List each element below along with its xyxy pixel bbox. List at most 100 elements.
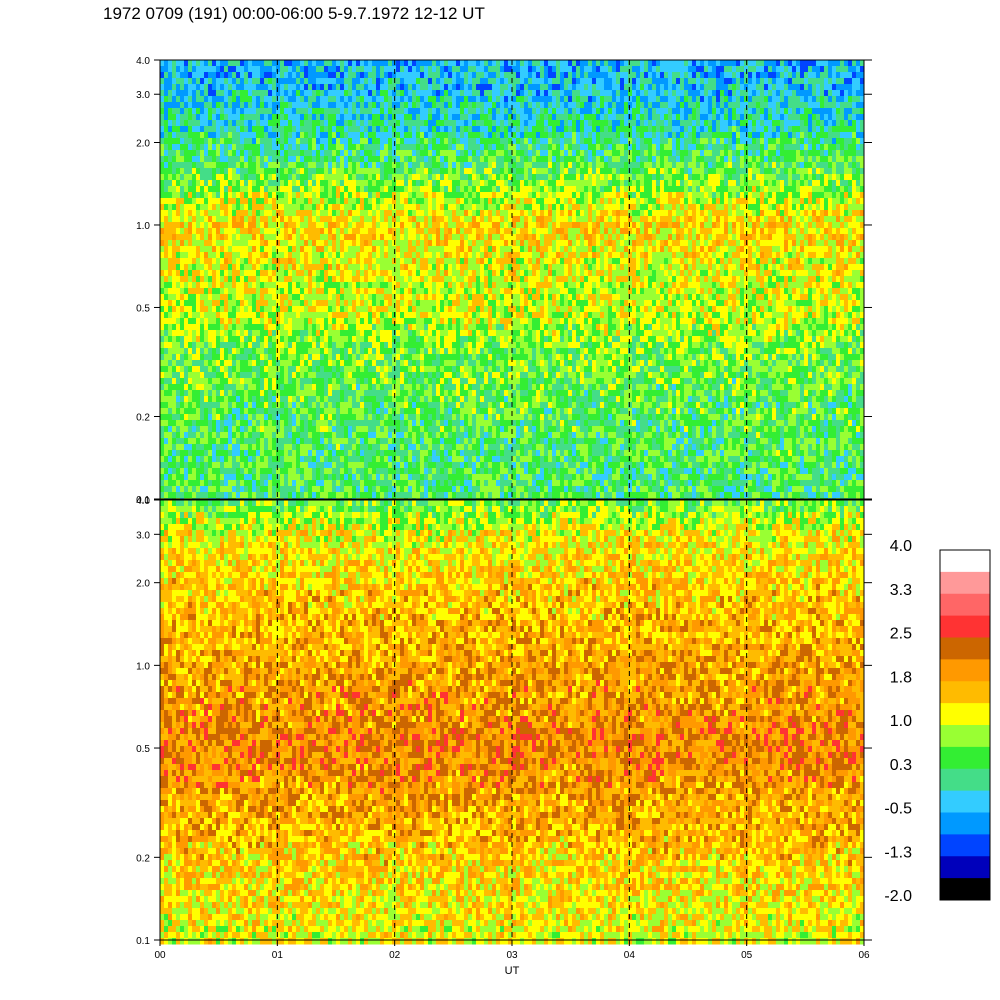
heatmap-cell: [716, 78, 721, 85]
heatmap-cell: [224, 138, 229, 145]
heatmap-cell: [208, 228, 213, 235]
heatmap-cell: [592, 66, 597, 73]
heatmap-cell: [228, 192, 233, 199]
heatmap-cell: [856, 84, 861, 91]
heatmap-cell: [300, 96, 305, 103]
heatmap-cell: [724, 114, 729, 121]
heatmap-cell: [676, 156, 681, 163]
heatmap-cell: [720, 66, 725, 73]
heatmap-cell: [208, 66, 213, 73]
heatmap-cell: [396, 78, 401, 85]
heatmap-cell: [332, 114, 337, 121]
heatmap-cell: [216, 126, 221, 133]
heatmap-cell: [440, 186, 445, 193]
heatmap-cell: [332, 156, 337, 163]
heatmap-cell: [176, 132, 181, 139]
heatmap-cell: [332, 138, 337, 145]
heatmap-cell: [588, 90, 593, 97]
heatmap-cell: [676, 216, 681, 223]
heatmap-cell: [380, 120, 385, 127]
heatmap-cell: [284, 162, 289, 169]
heatmap-cell: [280, 180, 285, 187]
heatmap-cell: [688, 144, 693, 151]
heatmap-cell: [496, 156, 501, 163]
heatmap-cell: [692, 186, 697, 193]
heatmap-cell: [692, 216, 697, 223]
heatmap-cell: [644, 210, 649, 217]
heatmap-cell: [328, 186, 333, 193]
heatmap-cell: [592, 108, 597, 115]
heatmap-cell: [356, 174, 361, 181]
heatmap-cell: [692, 102, 697, 109]
heatmap-cell: [668, 120, 673, 127]
heatmap-cell: [412, 78, 417, 85]
heatmap-cell: [536, 84, 541, 91]
heatmap-cell: [296, 78, 301, 85]
heatmap-cell: [728, 102, 733, 109]
heatmap-cell: [704, 174, 709, 181]
heatmap-cell: [572, 150, 577, 157]
heatmap-cell: [652, 210, 657, 217]
heatmap-cell: [184, 162, 189, 169]
heatmap-cell: [364, 60, 369, 67]
heatmap-cell: [428, 96, 433, 103]
heatmap-cell: [468, 60, 473, 67]
heatmap-cell: [432, 84, 437, 91]
heatmap-cell: [256, 174, 261, 181]
heatmap-cell: [276, 72, 281, 79]
heatmap-cell: [564, 216, 569, 223]
heatmap-cell: [296, 150, 301, 157]
heatmap-cell: [700, 174, 705, 181]
heatmap-cell: [420, 204, 425, 211]
heatmap-cell: [796, 192, 801, 199]
heatmap-cell: [436, 186, 441, 193]
heatmap-cell: [764, 108, 769, 115]
heatmap-cell: [296, 120, 301, 127]
heatmap-cell: [520, 102, 525, 109]
heatmap-cell: [436, 222, 441, 229]
heatmap-cell: [588, 198, 593, 205]
heatmap-cell: [196, 78, 201, 85]
heatmap-cell: [260, 174, 265, 181]
heatmap-cell: [796, 186, 801, 193]
heatmap-cell: [160, 204, 165, 211]
heatmap-cell: [540, 84, 545, 91]
heatmap-cell: [556, 216, 561, 223]
heatmap-cell: [460, 168, 465, 175]
heatmap-cell: [308, 78, 313, 85]
heatmap-cell: [388, 84, 393, 91]
heatmap-cell: [248, 216, 253, 223]
heatmap-cell: [580, 78, 585, 85]
heatmap-cell: [396, 60, 401, 67]
heatmap-cell: [648, 108, 653, 115]
heatmap-cell: [756, 120, 761, 127]
heatmap-cell: [532, 144, 537, 151]
heatmap-cell: [608, 72, 613, 79]
heatmap-cell: [412, 156, 417, 163]
heatmap-cell: [556, 120, 561, 127]
heatmap-cell: [800, 102, 805, 109]
heatmap-cell: [452, 72, 457, 79]
heatmap-cell: [428, 150, 433, 157]
heatmap-cell: [200, 96, 205, 103]
heatmap-cell: [404, 162, 409, 169]
heatmap-cell: [544, 102, 549, 109]
heatmap-cell: [396, 90, 401, 97]
heatmap-cell: [664, 72, 669, 79]
heatmap-cell: [180, 102, 185, 109]
heatmap-cell: [780, 216, 785, 223]
heatmap-cell: [340, 222, 345, 229]
heatmap-cell: [416, 60, 421, 67]
heatmap-cell: [804, 174, 809, 181]
heatmap-cell: [404, 108, 409, 115]
heatmap-cell: [200, 174, 205, 181]
heatmap-cell: [528, 174, 533, 181]
heatmap-cell: [776, 192, 781, 199]
heatmap-cell: [648, 174, 653, 181]
heatmap-cell: [828, 168, 833, 175]
heatmap-cell: [436, 210, 441, 217]
heatmap-cell: [812, 204, 817, 211]
heatmap-cell: [436, 174, 441, 181]
heatmap-cell: [740, 174, 745, 181]
heatmap-cell: [620, 114, 625, 121]
